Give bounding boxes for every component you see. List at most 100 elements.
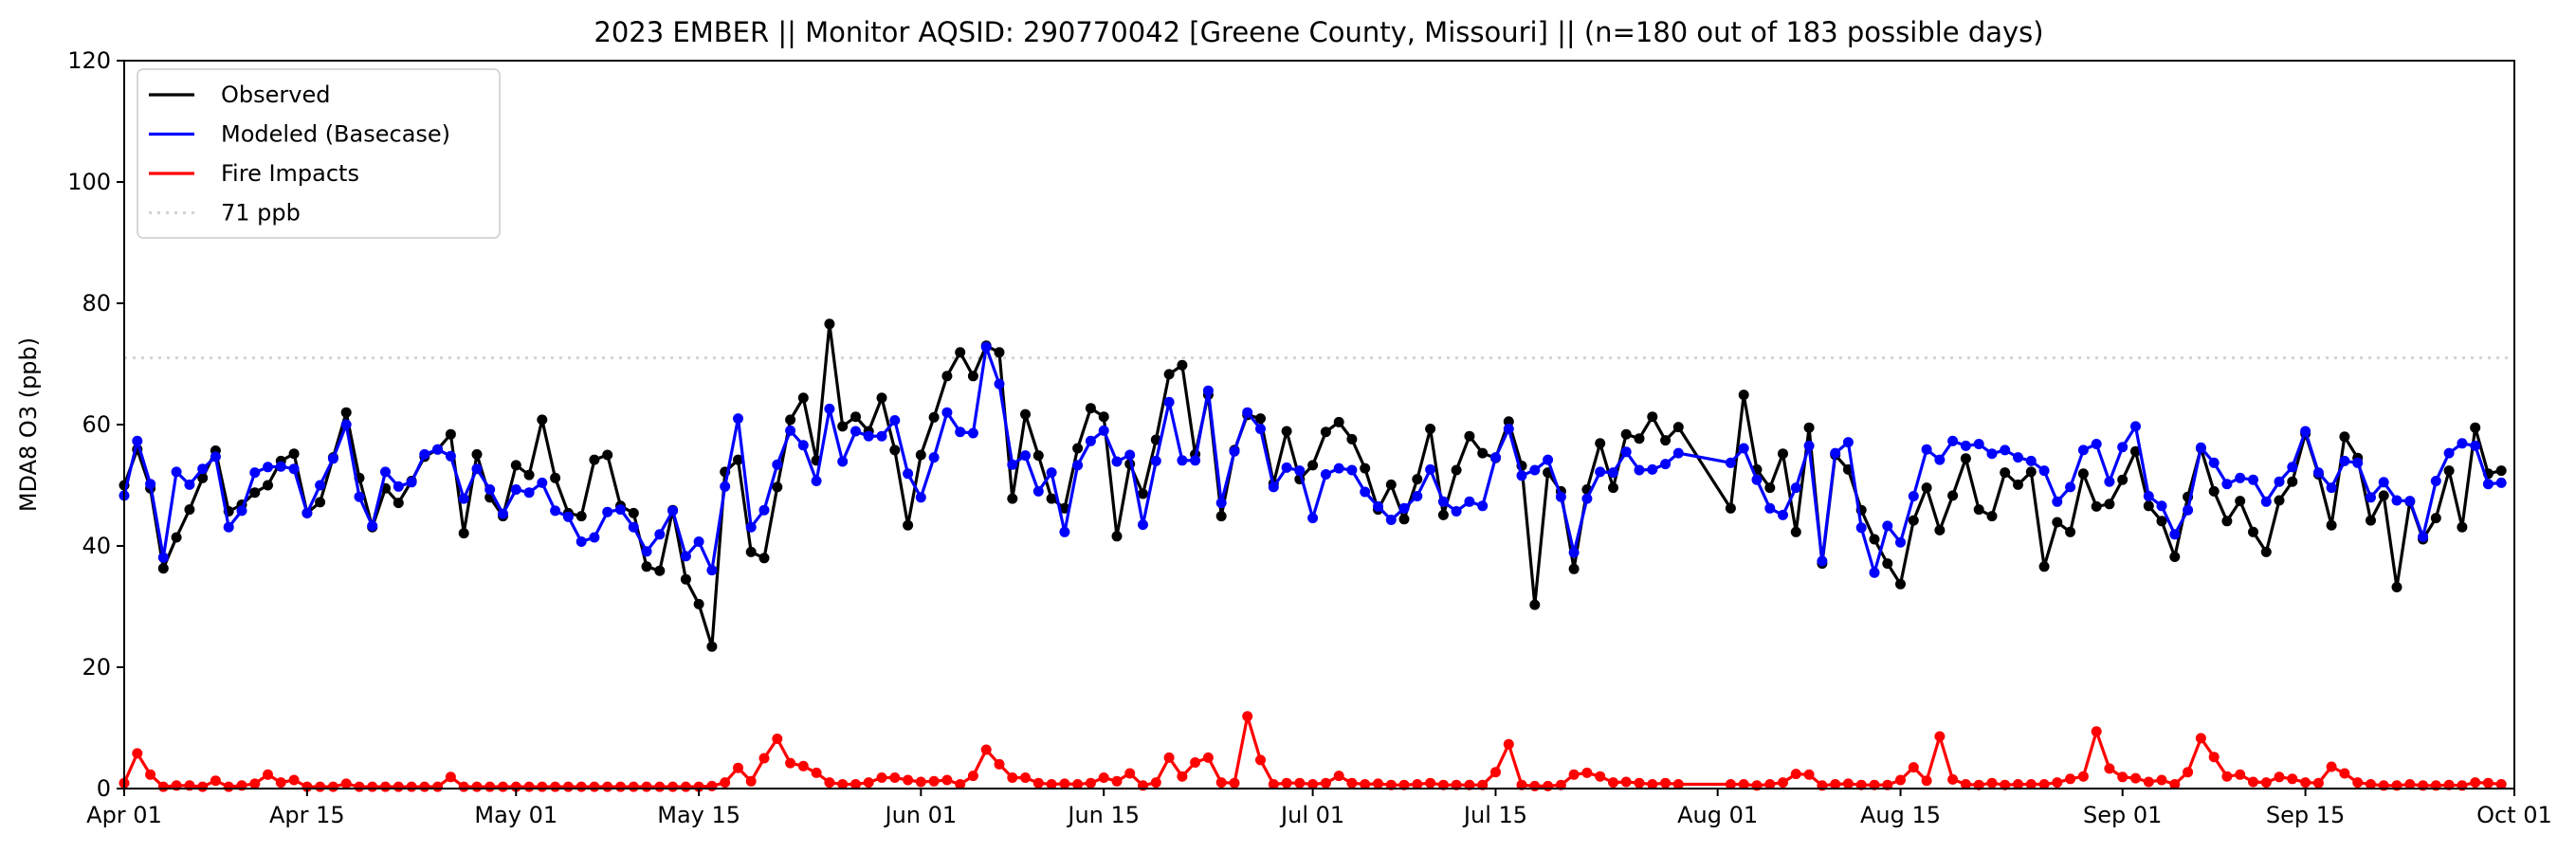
data-point	[628, 781, 639, 792]
data-point	[1790, 482, 1801, 494]
data-point	[602, 449, 613, 461]
data-point	[1869, 567, 1880, 578]
data-point	[915, 492, 926, 503]
data-point	[745, 775, 757, 787]
data-point	[850, 426, 861, 437]
data-point	[288, 448, 300, 460]
data-point	[1320, 469, 1331, 480]
data-point	[1647, 779, 1658, 789]
data-point	[1215, 498, 1227, 509]
data-point	[928, 452, 940, 463]
data-point	[249, 467, 261, 479]
data-point	[1215, 777, 1227, 789]
data-point	[523, 487, 535, 499]
data-point	[1882, 558, 1893, 570]
data-point	[1738, 443, 1749, 454]
data-point	[550, 472, 561, 483]
data-point	[1190, 757, 1201, 768]
x-tick-label: May 01	[474, 802, 557, 828]
data-point	[1085, 435, 1096, 446]
data-point	[2221, 479, 2233, 490]
data-point	[1960, 440, 1971, 451]
data-point	[1921, 444, 1932, 455]
data-point	[2260, 546, 2272, 557]
data-point	[537, 781, 548, 792]
data-point	[876, 392, 887, 404]
data-point	[2339, 455, 2350, 466]
data-point	[785, 425, 796, 436]
data-point	[641, 561, 652, 572]
data-point	[1098, 425, 1109, 436]
data-point	[406, 477, 417, 488]
y-tick-label: 100	[67, 169, 111, 195]
data-point	[772, 734, 783, 744]
data-point	[1555, 491, 1566, 502]
data-point	[1464, 430, 1475, 442]
series-line	[122, 322, 2502, 648]
data-point	[2025, 779, 2037, 789]
data-point	[1163, 396, 1175, 408]
data-point	[654, 529, 666, 540]
data-point	[1412, 474, 1423, 485]
data-point	[2169, 552, 2181, 562]
data-point	[1281, 777, 1292, 789]
data-point	[210, 775, 221, 787]
data-point	[1360, 486, 1371, 498]
data-point	[693, 536, 704, 547]
data-point	[837, 421, 849, 432]
data-point	[1059, 526, 1070, 537]
data-point	[2104, 476, 2115, 487]
legend: Observed Modeled (Basecase) Fire Impacts 71…	[137, 68, 501, 239]
legend-label: 71 ppb	[221, 200, 301, 227]
data-point	[2143, 491, 2154, 501]
data-point	[1803, 422, 1815, 433]
data-point	[667, 781, 679, 792]
data-point	[2482, 479, 2494, 490]
series-layer	[119, 318, 2507, 792]
data-point	[2052, 517, 2063, 528]
data-point	[1190, 455, 1201, 466]
data-point	[510, 460, 521, 471]
data-point	[2117, 771, 2128, 783]
data-point	[994, 378, 1005, 390]
data-point	[197, 781, 209, 792]
data-point	[2143, 776, 2154, 788]
data-point	[2221, 771, 2233, 782]
data-point	[2013, 452, 2023, 463]
data-point	[2457, 521, 2468, 533]
data-point	[1490, 767, 1501, 778]
data-point	[1177, 359, 1188, 371]
data-point	[157, 781, 169, 792]
data-point	[955, 426, 966, 438]
data-point	[2418, 531, 2429, 542]
data-point	[967, 427, 978, 439]
data-point	[550, 505, 561, 517]
data-point	[2391, 495, 2402, 506]
data-point	[315, 480, 326, 491]
data-point	[1764, 779, 1776, 789]
x-tick-label: Apr 15	[269, 802, 345, 828]
data-point	[2300, 426, 2311, 437]
data-point	[589, 532, 600, 543]
data-point	[2430, 476, 2441, 486]
data-point	[2260, 496, 2272, 507]
data-point	[1842, 778, 1854, 789]
data-point	[1672, 422, 1684, 433]
data-point	[720, 481, 731, 492]
data-point	[1398, 779, 1410, 790]
data-point	[628, 521, 639, 533]
data-point	[2378, 477, 2389, 488]
data-point	[406, 781, 417, 792]
data-point	[2195, 442, 2206, 453]
data-point	[1294, 777, 1306, 789]
data-point	[562, 511, 574, 522]
data-point	[1464, 496, 1475, 507]
data-point	[1138, 519, 1148, 531]
data-point	[2000, 445, 2011, 456]
data-point	[1007, 459, 1018, 470]
data-point	[876, 430, 887, 442]
data-point	[1608, 467, 1618, 479]
data-point	[1333, 463, 1344, 474]
data-point	[2248, 776, 2258, 788]
data-point	[615, 504, 626, 516]
